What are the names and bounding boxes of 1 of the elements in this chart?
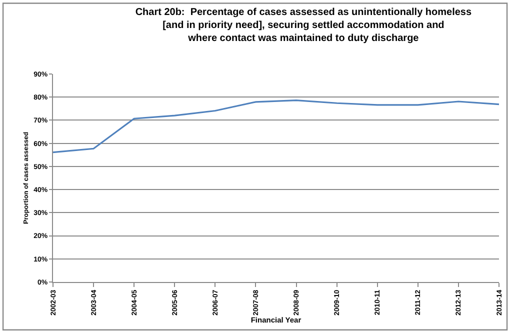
chart-title: Chart 20b: Percentage of cases assessed as unintentionally homeless [and in priority need], securing settled accommodation and where contact was maintained to duty discharge	[135, 6, 472, 44]
